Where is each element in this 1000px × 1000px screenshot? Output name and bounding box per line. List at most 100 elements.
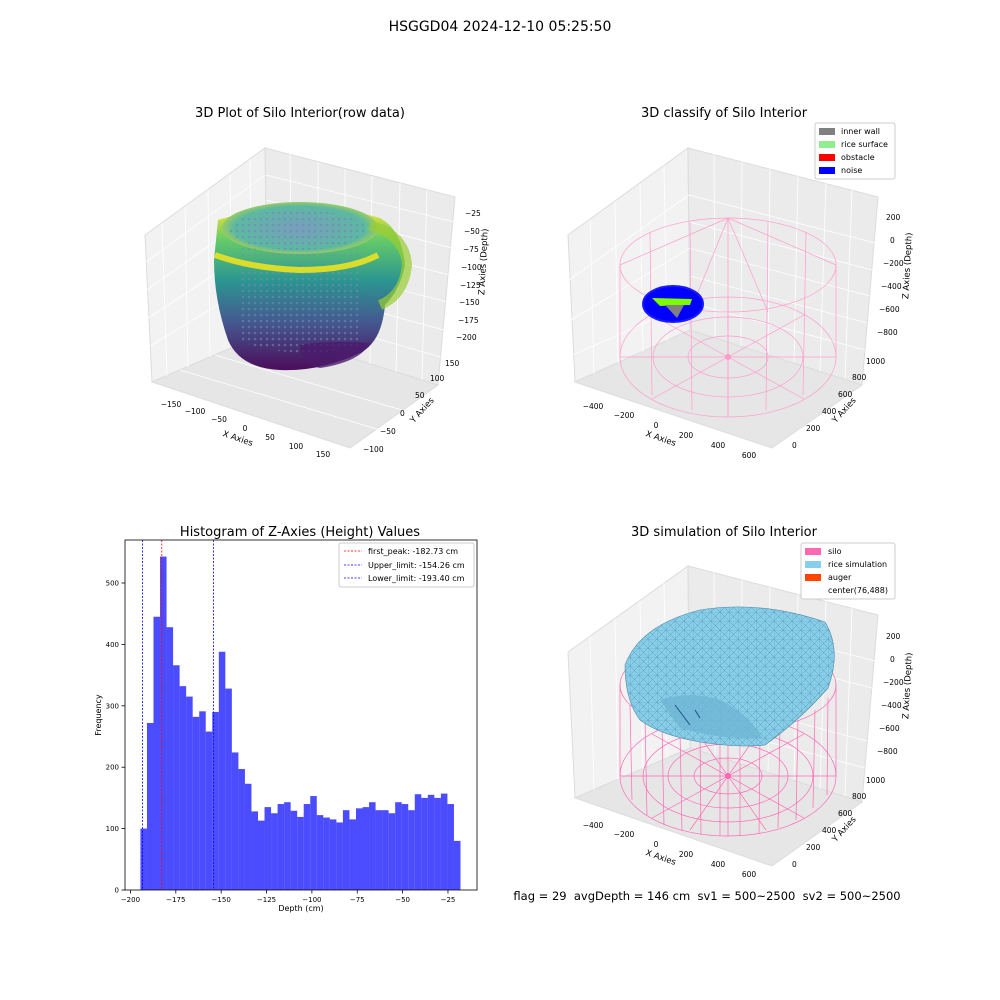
histogram-y-tick-label: 0 — [115, 887, 119, 895]
simulation-z-tick: 0 — [890, 655, 895, 664]
classify-y-tick: 1000 — [866, 357, 885, 366]
histogram-bar — [362, 807, 370, 890]
histogram-bar — [310, 796, 317, 890]
raw-y-tick: 50 — [415, 391, 425, 400]
legend-swatch-silo — [805, 548, 821, 555]
histogram-bar — [395, 802, 402, 890]
histogram-bar — [166, 627, 174, 890]
histogram-bar — [231, 752, 239, 890]
legend-label: obstacle — [841, 153, 875, 162]
raw-z-tick: −150 — [459, 298, 480, 307]
histogram-bar — [160, 556, 167, 890]
histogram-bar — [453, 840, 461, 890]
raw-y-tick: 150 — [445, 359, 460, 368]
classify-rice-surface-points — [652, 298, 692, 306]
raw-x-tick: 150 — [316, 450, 331, 459]
histogram-bar — [342, 810, 350, 890]
raw-z-label: Z Axies (Depth) — [477, 228, 490, 295]
legend-label: rice surface — [841, 140, 888, 149]
histogram-y-tick-label: 200 — [106, 764, 119, 772]
legend-swatch-inner-wall — [819, 128, 835, 135]
simulation-y-tick: 0 — [792, 860, 797, 869]
histogram-x-tick-label: −125 — [257, 896, 276, 904]
status-info-line: flag = 29 avgDepth = 146 cm sv1 = 500~25… — [513, 889, 900, 903]
histogram-bar — [290, 810, 298, 890]
histogram-reference-lines — [142, 540, 214, 890]
histogram-panel: Histogram of Z-Axies (Height) Values −20… — [94, 525, 478, 913]
legend-label: first_peak: -182.73 cm — [368, 547, 458, 556]
simulation-z-tick: −600 — [879, 724, 900, 733]
histogram-plot-frame — [124, 539, 478, 891]
raw-z-tick: −75 — [463, 245, 479, 254]
simulation-x-label: X Axies — [644, 848, 677, 868]
simulation-y-tick: 800 — [852, 792, 867, 801]
legend-label: rice simulation — [828, 560, 887, 569]
simulation-x-tick: 600 — [742, 870, 757, 879]
legend-label: Upper_limit: -154.26 cm — [368, 561, 465, 570]
histogram-x-tick-label: −75 — [350, 896, 365, 904]
simulation-x-ticks: −400 −200 0 200 400 600 — [583, 821, 757, 879]
raw-panel-title: 3D Plot of Silo Interior(row data) — [195, 106, 405, 121]
simulation-y-tick: 1000 — [866, 776, 885, 785]
histogram-bar — [173, 665, 180, 890]
simulation-legend: silo rice simulation auger center(76,488… — [800, 542, 896, 600]
classify-z-tick: −600 — [879, 305, 900, 314]
histogram-bar — [447, 804, 454, 890]
legend-label: inner wall — [841, 127, 880, 136]
histogram-bar — [414, 794, 422, 890]
histogram-bar — [271, 813, 278, 890]
classify-y-tick: 800 — [852, 373, 867, 382]
histogram-bar — [388, 813, 396, 890]
simulation-floor-pane — [573, 747, 864, 867]
classify-y-ticks: 0 200 400 600 800 1000 — [792, 357, 885, 450]
legend-swatch-obstacle — [819, 154, 835, 161]
histogram-bar — [421, 797, 428, 890]
classify-x-tick: −400 — [583, 402, 604, 411]
histogram-title: Histogram of Z-Axies (Height) Values — [180, 525, 420, 540]
histogram-bar — [205, 731, 213, 890]
classify-x-tick: 400 — [711, 441, 726, 450]
classify-x-tick: −200 — [614, 411, 635, 420]
histogram-y-tick-label: 300 — [106, 702, 119, 710]
classify-legend: inner wall rice surface obstacle noise — [814, 122, 896, 180]
raw-x-ticks: −150 −100 −50 0 50 100 150 — [161, 400, 331, 459]
raw-y-ticks: −100 −50 0 50 100 150 — [363, 359, 460, 454]
classify-z-tick: −400 — [881, 282, 902, 291]
raw-z-tick: −200 — [456, 333, 477, 342]
histogram-x-tick-label: −175 — [166, 896, 185, 904]
simulation-y-tick: 400 — [822, 826, 837, 835]
simulation-z-tick: −200 — [883, 678, 904, 687]
raw-x-tick: −150 — [161, 400, 182, 409]
histogram-bar — [440, 793, 448, 890]
histogram-bar — [336, 822, 343, 890]
classify-y-tick: 0 — [792, 441, 797, 450]
histogram-y-tick-label: 400 — [106, 641, 119, 649]
legend-swatch-noise — [819, 167, 835, 174]
histogram-bar — [401, 804, 409, 890]
raw-z-tick: −175 — [458, 316, 479, 325]
raw-z-tick: −50 — [464, 227, 480, 236]
raw-x-label: X Axies — [221, 429, 254, 449]
raw-z-ticks: −25 −50 −75 −100 −125 −150 −175 −200 — [456, 209, 482, 342]
legend-label: auger — [828, 573, 852, 582]
histogram-bar — [146, 722, 154, 890]
histogram-bar — [218, 651, 226, 890]
histogram-y-tick-label: 100 — [106, 825, 119, 833]
raw-point-cloud — [213, 202, 413, 371]
classify-y-tick: 200 — [806, 424, 821, 433]
histogram-bar — [329, 819, 337, 890]
simulation-z-tick: −400 — [881, 701, 902, 710]
simulation-z-ticks: 200 0 −200 −400 −600 −800 — [877, 632, 904, 756]
histogram-bar — [257, 820, 265, 890]
raw-cloud-right-bulge — [368, 220, 413, 310]
raw-x-tick: 50 — [265, 433, 275, 442]
histogram-bar — [238, 769, 245, 890]
histogram-bar — [408, 810, 415, 890]
simulation-center-marker — [725, 773, 731, 779]
legend-label: center(76,488) — [828, 586, 888, 595]
simulation-rice-fold — [674, 704, 701, 726]
classify-y-tick: 600 — [838, 390, 853, 399]
legend-label: noise — [841, 166, 862, 175]
histogram-bar — [375, 810, 383, 890]
